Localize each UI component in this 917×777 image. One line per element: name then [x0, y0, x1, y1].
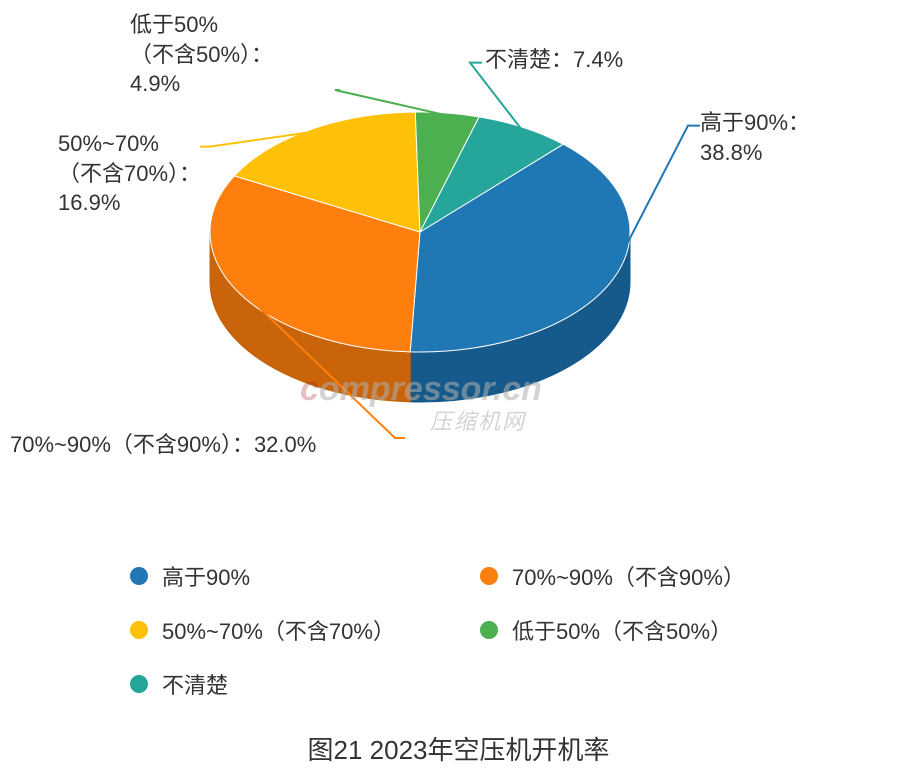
slice-label-gt90: 高于90%： 38.8% — [700, 108, 810, 167]
legend-dot-icon — [130, 675, 148, 693]
pie-chart-area: 高于90%： 38.8% 70%~90%（不含90%）：32.0% 50%~70… — [0, 0, 917, 520]
slice-label-70-90: 70%~90%（不含90%）：32.0% — [10, 430, 316, 460]
legend-label: 高于90% — [162, 560, 250, 592]
legend-item-70_90: 70%~90%（不含90%） — [480, 560, 790, 592]
legend: 高于90% 70%~90%（不含90%） 50%~70%（不含70%） 低于50%（不… — [130, 560, 830, 700]
legend-dot-icon — [130, 621, 148, 639]
legend-item-unknown: 不清楚 — [130, 668, 440, 700]
legend-dot-icon — [480, 567, 498, 585]
legend-label: 50%~70%（不含70%） — [162, 614, 395, 646]
legend-item-gt90: 高于90% — [130, 560, 440, 592]
slice-label-50-70: 50%~70% （不含70%）： 16.9% — [58, 129, 201, 218]
chart-caption: 图21 2023年空压机开机率 — [0, 730, 917, 767]
leader-line-lt50 — [335, 90, 447, 115]
legend-item-lt50: 低于50%（不含50%） — [480, 614, 790, 646]
legend-dot-icon — [130, 567, 148, 585]
slice-label-lt50: 低于50% （不含50%）： 4.9% — [130, 10, 273, 99]
legend-item-50_70: 50%~70%（不含70%） — [130, 614, 440, 646]
legend-label: 低于50%（不含50%） — [512, 614, 732, 646]
legend-label: 70%~90%（不含90%） — [512, 560, 745, 592]
slice-label-unknown: 不清楚：7.4% — [485, 45, 623, 75]
legend-dot-icon — [480, 621, 498, 639]
legend-label: 不清楚 — [162, 668, 228, 700]
